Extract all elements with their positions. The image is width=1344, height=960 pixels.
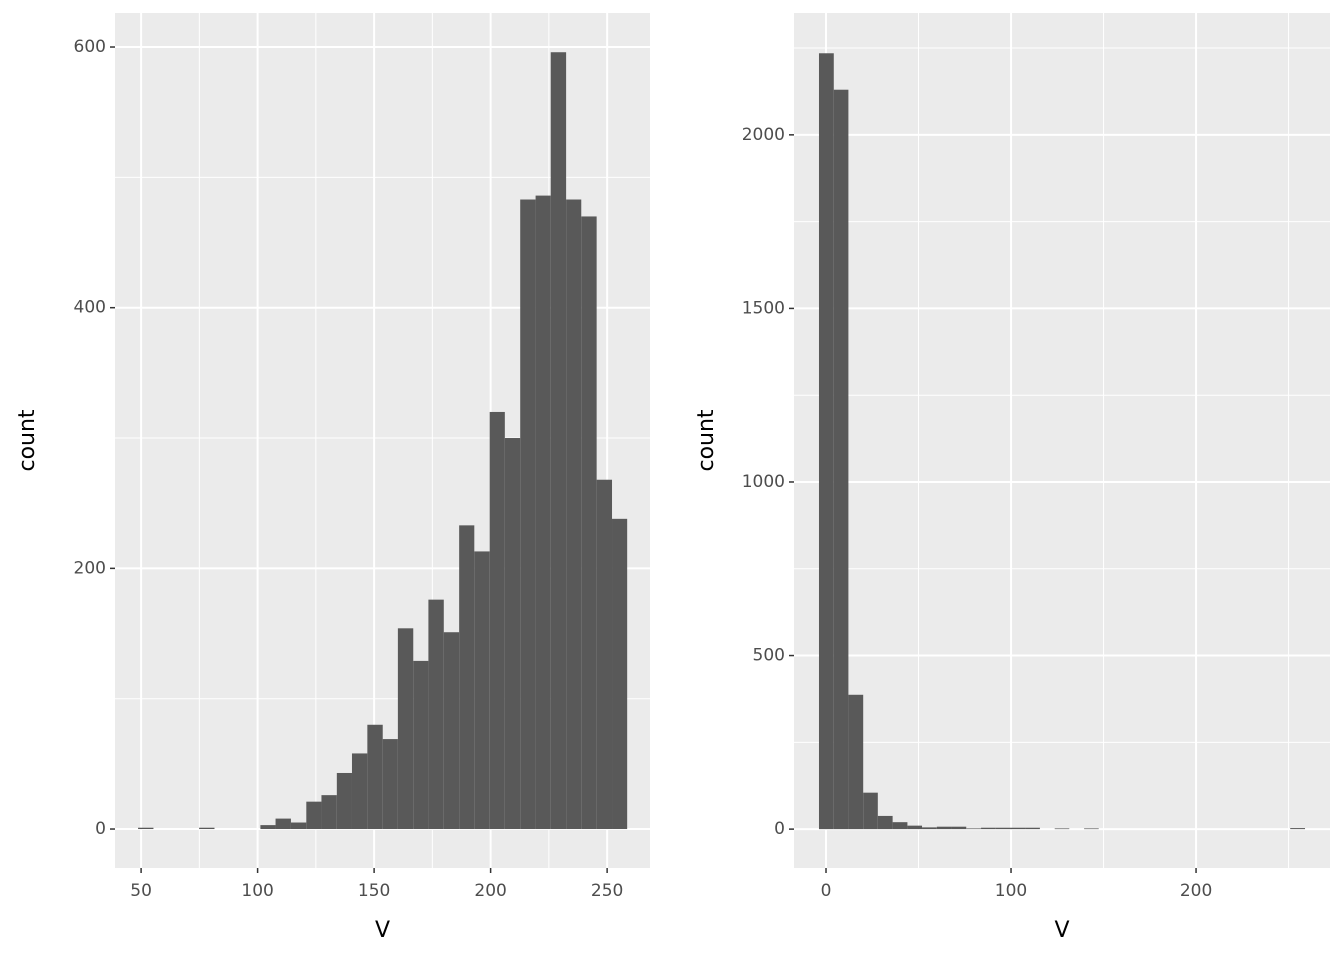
bar [1010, 827, 1026, 830]
x-axis-title: V [1054, 918, 1069, 943]
bar [966, 828, 982, 830]
y-tick-label: 500 [753, 646, 785, 666]
y-tick-label: 0 [774, 819, 785, 839]
bar [833, 89, 849, 830]
x-tick-label: 200 [474, 881, 506, 901]
bar [863, 792, 878, 830]
bar [581, 216, 597, 830]
bar [290, 822, 307, 830]
bar [397, 628, 414, 830]
bar [1054, 828, 1070, 830]
y-tick-label: 0 [95, 819, 106, 839]
bar [351, 753, 368, 830]
bar [936, 826, 952, 830]
y-tick-label: 1500 [742, 298, 785, 318]
bar [367, 724, 383, 830]
bar [199, 827, 215, 830]
bar [995, 827, 1011, 830]
bar [413, 660, 429, 830]
bar [550, 52, 567, 830]
bar [877, 815, 893, 830]
x-tick-label: 200 [1180, 881, 1212, 901]
bar [321, 795, 337, 830]
bar [489, 411, 505, 830]
y-tick-label: 400 [74, 298, 106, 318]
x-tick-label: 150 [358, 881, 390, 901]
y-tick-label: 2000 [742, 125, 785, 145]
bar [459, 525, 475, 830]
bar [1290, 828, 1306, 830]
bar [520, 199, 536, 830]
bar [336, 772, 352, 830]
bar [260, 825, 276, 830]
bar [504, 438, 521, 830]
y-axis-title: count [694, 409, 719, 471]
bar [848, 694, 864, 830]
x-tick-label: 250 [591, 881, 623, 901]
bar [1025, 827, 1040, 830]
x-axis-title: V [375, 918, 390, 943]
bar [535, 195, 551, 830]
bar [275, 818, 291, 830]
panel [794, 13, 1330, 868]
bar [922, 827, 937, 830]
y-tick-label: 600 [74, 37, 106, 57]
y-tick-label: 200 [74, 558, 106, 578]
bar [382, 739, 398, 830]
bar [1084, 828, 1099, 830]
bar [818, 53, 834, 830]
bar [951, 826, 967, 830]
bar [474, 551, 490, 830]
bar [443, 632, 460, 830]
bar [566, 199, 582, 830]
y-tick-label: 1000 [742, 472, 785, 492]
bar [306, 801, 322, 830]
x-tick-label: 100 [241, 881, 273, 901]
x-tick-label: 0 [821, 881, 832, 901]
bar [138, 827, 154, 830]
x-tick-label: 100 [995, 881, 1027, 901]
bar [892, 822, 908, 830]
bar [612, 518, 628, 830]
bar [907, 825, 923, 830]
bar [981, 827, 996, 830]
y-axis-title: count [15, 409, 40, 471]
bar [428, 599, 444, 830]
x-tick-label: 50 [130, 881, 152, 901]
bar [596, 479, 613, 830]
